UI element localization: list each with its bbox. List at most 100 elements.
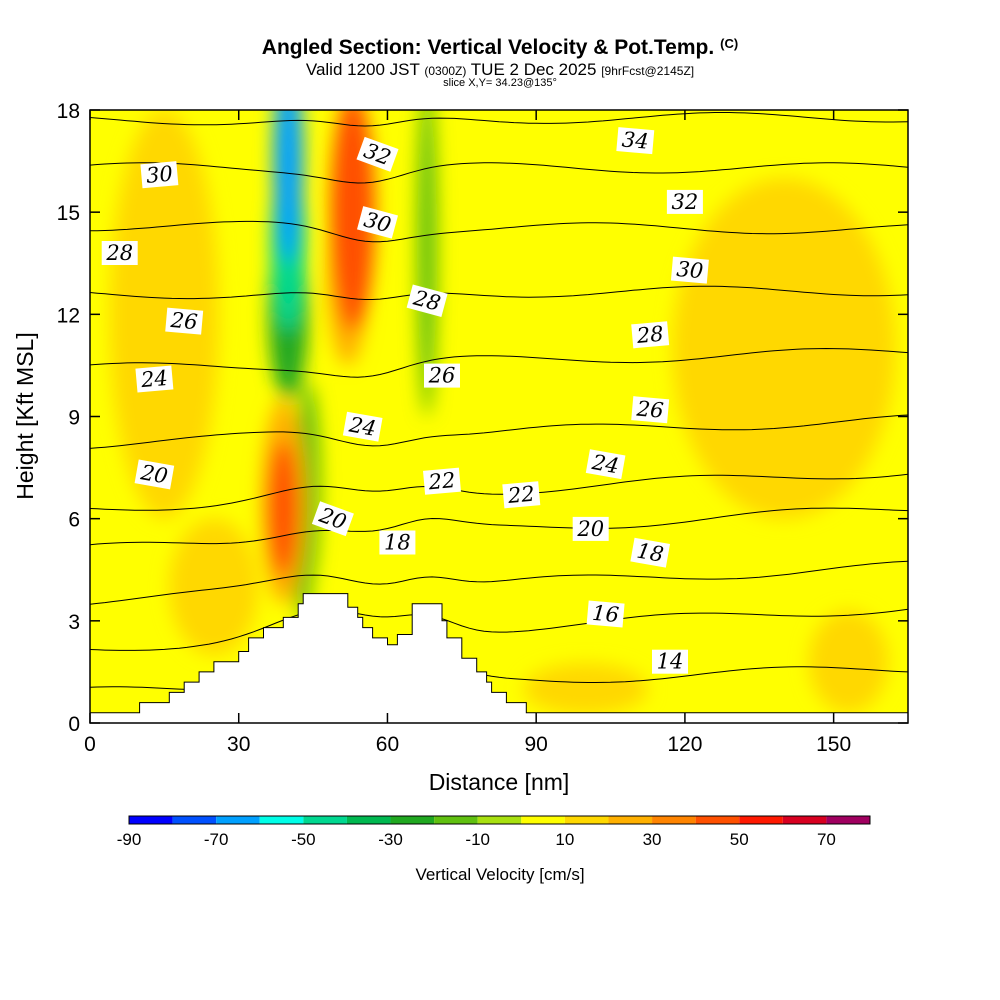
contour-label-box <box>572 516 609 541</box>
colorbar-swatch <box>172 816 217 824</box>
colorbar-swatch <box>782 816 827 824</box>
contour-label-text: 16 <box>591 601 620 627</box>
theta-contour <box>90 414 908 449</box>
terrain <box>90 593 908 723</box>
contour-label-text: 22 <box>427 468 457 494</box>
contour-label-box <box>631 321 670 349</box>
contour-label-text: 26 <box>428 364 456 388</box>
colorbar-tick-label: -10 <box>465 830 490 849</box>
y-tick-label: 18 <box>57 100 80 123</box>
colorbar-swatch <box>434 816 478 824</box>
y-tick-label: 0 <box>68 713 80 736</box>
chart-title-main: Angled Section: Vertical Velocity & Pot.… <box>261 36 715 59</box>
theta-contours <box>90 112 908 691</box>
contour-label-text: 14 <box>657 650 684 674</box>
x-tick-label: 90 <box>525 733 548 756</box>
contour-label: 16 <box>586 600 625 628</box>
contour-label-box <box>631 396 670 424</box>
colorbar-tick-label: -70 <box>204 830 229 849</box>
y-tick-label: 3 <box>68 611 80 634</box>
contour-label: 24 <box>342 411 383 442</box>
contour-label-box <box>424 363 460 388</box>
colorbar-tick-label: 30 <box>643 830 662 849</box>
y-axis-label: Height [Kft MSL] <box>12 332 38 499</box>
contour-label: 28 <box>101 241 138 265</box>
contour-label: 32 <box>666 189 703 214</box>
colorbar-swatch <box>608 816 653 824</box>
chart-title: Angled Section: Vertical Velocity & Pot.… <box>0 36 1000 60</box>
contour-label-text: 22 <box>506 482 536 508</box>
contour-label-text: 24 <box>589 450 620 478</box>
velocity-cell <box>417 110 438 417</box>
contour-label-box <box>140 161 179 189</box>
contour-label-text: 28 <box>105 241 133 265</box>
colorbar-swatch <box>390 816 435 824</box>
y-tick-label: 9 <box>68 407 80 430</box>
contour-label-box <box>134 459 175 490</box>
contour-label: 20 <box>134 459 175 490</box>
colorbar-swatch <box>826 816 870 824</box>
contour-label-box <box>670 256 709 284</box>
colorbar-swatch <box>739 816 783 824</box>
theta-contour <box>90 347 908 378</box>
theta-contour <box>90 560 908 605</box>
contour-label-box <box>342 411 383 442</box>
contour-label: 22 <box>423 467 461 495</box>
velocity-cell <box>169 518 259 655</box>
colorbar: -90 -70 -50 -30 -10 10 30 50 70 <box>117 815 871 849</box>
colorbar-label: Vertical Velocity [cm/s] <box>415 865 584 884</box>
colorbar-swatch <box>521 816 565 824</box>
velocity-cell <box>268 440 299 577</box>
velocity-cell <box>523 663 648 715</box>
contour-label-box <box>356 136 399 172</box>
contour-label-text: 24 <box>139 366 169 392</box>
velocity-features <box>109 110 896 715</box>
contour-label-text: 20 <box>138 460 169 488</box>
contour-label: 24 <box>585 449 626 480</box>
contour-label-box <box>652 649 688 674</box>
theta-contour <box>90 112 908 127</box>
contour-label: 26 <box>424 363 460 388</box>
colorbar-swatch <box>129 816 173 824</box>
contour-label: 14 <box>652 649 688 674</box>
velocity-cell <box>672 178 896 519</box>
contour-label: 20 <box>572 516 609 541</box>
contour-label-text: 26 <box>169 308 199 334</box>
colorbar-tick-label: -50 <box>291 830 316 849</box>
theta-contour <box>90 608 908 651</box>
contour-label: 34 <box>616 127 655 155</box>
theta-contour <box>90 285 908 300</box>
contour-label-text: 28 <box>635 322 665 348</box>
terrain-profile <box>90 593 908 723</box>
valid-prefix: Valid 1200 JST <box>305 60 420 79</box>
x-tick-label: 120 <box>667 733 702 756</box>
contour-label: 24 <box>135 365 174 393</box>
x-tick-label: 30 <box>227 733 250 756</box>
contour-label-box <box>616 127 655 155</box>
contour-label-box <box>311 501 354 537</box>
contour-label-text: 26 <box>635 396 665 422</box>
colorbar-swatch <box>564 816 609 824</box>
contour-label: 26 <box>165 307 204 335</box>
contour-label-box <box>406 284 448 317</box>
contour-label-text: 24 <box>346 412 377 440</box>
colorbar-swatch <box>695 816 740 824</box>
contour-label-box <box>630 537 671 568</box>
colorbar-tick-label: 10 <box>555 830 574 849</box>
contour-label-text: 18 <box>635 539 665 567</box>
contour-label-box <box>585 449 626 480</box>
copyright-mark: (C) <box>720 36 739 51</box>
colorbar-tick-label: -90 <box>117 830 142 849</box>
axes: 0 30 60 90 120 150 0 3 6 9 12 15 18 <box>57 100 908 756</box>
contour-label: 18 <box>379 530 416 555</box>
contour-label-box <box>101 241 138 265</box>
contour-label-box <box>502 481 541 509</box>
colorbar-frame <box>128 815 871 825</box>
velocity-field <box>90 110 908 723</box>
colorbar-swatch <box>303 816 347 824</box>
contour-labels: 3028262420323028262422201822343230282624… <box>101 127 709 674</box>
colorbar-swatch <box>652 816 696 824</box>
contour-label-box <box>357 206 398 239</box>
x-axis-label: Distance [nm] <box>429 769 570 795</box>
